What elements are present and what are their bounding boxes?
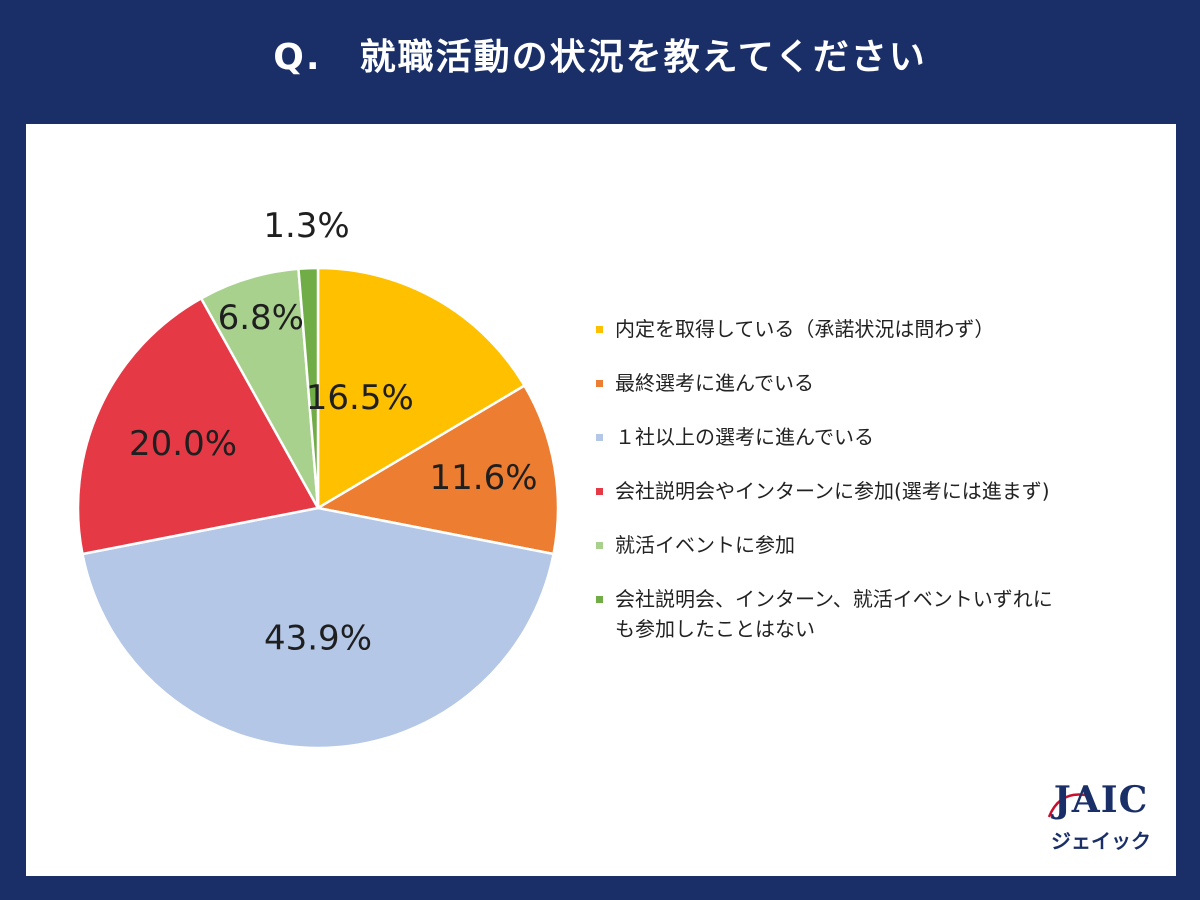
jaic-logo: JAIC ジェイック — [1041, 779, 1161, 859]
legend-item: 就活イベントに参加 — [596, 530, 1156, 560]
legend-label-line: も参加したことはない — [615, 617, 815, 641]
legend-label-line: 会社説明会、インターン、就活イベントいずれに — [615, 587, 1053, 611]
pie-slice-saishu — [314, 383, 560, 556]
legend-label: 会社説明会、インターン、就活イベントいずれに も参加したことはない — [615, 584, 1053, 644]
legend-label: 就活イベントに参加 — [615, 533, 795, 557]
legend-label: １社以上の選考に進んでいる — [615, 425, 874, 449]
legend: 内定を取得している（承諾状況は問わず） 最終選考に進んでいる １社以上の選考に進… — [596, 314, 1156, 668]
legend-swatch — [596, 596, 603, 603]
legend-swatch — [596, 326, 603, 333]
legend-item: 会社説明会やインターンに参加(選考には進まず) — [596, 476, 1156, 506]
logo-sub-text: ジェイック — [1051, 829, 1151, 853]
data-label-senkou: 43.9% — [264, 619, 372, 659]
data-label-event: 6.8% — [218, 298, 304, 338]
data-label-saishu: 11.6% — [430, 458, 538, 498]
data-label-none: 1.3% — [263, 206, 349, 246]
legend-swatch — [596, 434, 603, 441]
legend-swatch — [596, 380, 603, 387]
legend-label: 会社説明会やインターンに参加(選考には進まず) — [615, 479, 1050, 503]
logo-main-text: JAIC — [1053, 779, 1149, 821]
legend-item: 最終選考に進んでいる — [596, 368, 1156, 398]
pie-chart: 16.5% 11.6% 43.9% 20.0% 6.8% 1.3% — [76, 206, 560, 750]
legend-swatch — [596, 542, 603, 549]
pie-slice-none — [297, 266, 320, 509]
legend-swatch — [596, 488, 603, 495]
legend-item: 内定を取得している（承諾状況は問わず） — [596, 314, 1156, 344]
legend-label: 内定を取得している（承諾状況は問わず） — [615, 317, 995, 341]
logo-swoosh-icon — [1047, 793, 1086, 818]
data-label-setsumeikai: 20.0% — [129, 424, 237, 464]
pie-slice-senkou — [80, 506, 556, 750]
pie-slice-setsumeikai — [76, 296, 320, 556]
data-label-naitei: 16.5% — [306, 378, 414, 418]
legend-item: 会社説明会、インターン、就活イベントいずれに も参加したことはない — [596, 584, 1116, 644]
chart-title: Q. 就職活動の状況を教えてください — [273, 37, 927, 78]
legend-item: １社以上の選考に進んでいる — [596, 422, 1156, 452]
legend-label: 最終選考に進んでいる — [615, 371, 814, 395]
pie-slice-naitei — [316, 266, 527, 511]
chart-panel: 16.5% 11.6% 43.9% 20.0% 6.8% 1.3% 内定を取得している（承… — [26, 124, 1176, 876]
